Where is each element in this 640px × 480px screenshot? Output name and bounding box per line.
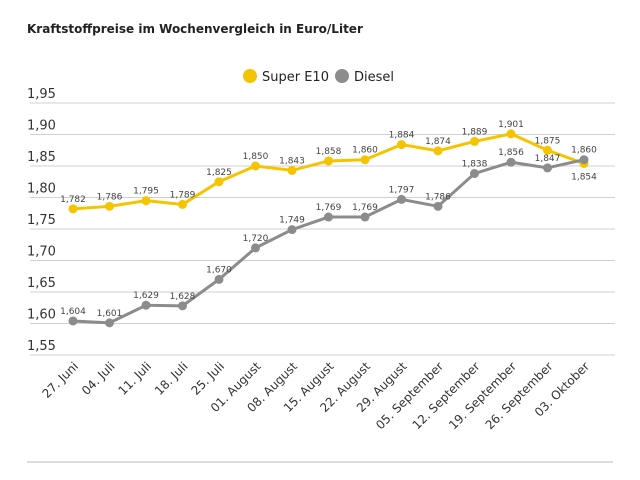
data-label: 1,670 — [206, 265, 232, 275]
data-label: 1,786 — [425, 192, 451, 202]
data-point — [251, 243, 260, 253]
data-label: 1,843 — [279, 156, 305, 166]
data-point — [287, 225, 297, 235]
y-tick-label: 1,70 — [27, 245, 56, 260]
data-label: 1,856 — [498, 148, 524, 158]
legend-marker — [243, 69, 257, 83]
data-point — [433, 146, 443, 156]
data-point — [178, 199, 187, 209]
data-point — [68, 204, 78, 214]
data-label: 1,720 — [243, 234, 269, 244]
data-label: 1,874 — [425, 137, 451, 147]
data-point — [360, 212, 370, 222]
data-label: 1,601 — [97, 309, 123, 319]
data-point — [214, 177, 224, 187]
data-label: 1,769 — [316, 203, 342, 213]
data-point — [433, 201, 443, 211]
data-point — [470, 136, 479, 146]
data-label: 1,782 — [60, 195, 86, 205]
data-label: 1,901 — [498, 120, 524, 130]
data-point — [360, 155, 370, 165]
x-tick-label: 18. Juli — [152, 359, 191, 398]
data-label: 1,825 — [206, 168, 232, 178]
data-label: 1,628 — [170, 292, 196, 302]
data-label: 1,604 — [60, 307, 86, 317]
data-point — [141, 300, 151, 310]
data-label: 1,884 — [389, 131, 415, 141]
y-tick-label: 1,75 — [27, 213, 56, 228]
legend-label: Super E10 — [262, 70, 329, 85]
data-point — [506, 129, 516, 139]
data-point — [141, 196, 151, 206]
data-label: 1,629 — [133, 291, 159, 301]
x-tick-label: 27. Juni — [39, 359, 81, 401]
data-label: 1,850 — [243, 152, 269, 162]
y-tick-label: 1,65 — [27, 276, 56, 291]
data-point — [105, 201, 114, 211]
data-label: 1,797 — [389, 185, 415, 195]
x-tick-label: 04. Juli — [79, 359, 118, 398]
y-tick-label: 1,55 — [27, 339, 56, 354]
legend-label: Diesel — [354, 70, 394, 85]
legend-marker — [335, 69, 349, 83]
data-label: 1,789 — [170, 190, 196, 200]
data-point — [178, 301, 187, 311]
data-point — [543, 163, 552, 173]
data-point — [287, 165, 297, 175]
data-point — [251, 161, 260, 171]
data-label: 1,749 — [279, 216, 305, 226]
data-label: 1,860 — [571, 146, 597, 156]
data-label: 1,889 — [462, 127, 488, 137]
data-point — [543, 145, 552, 155]
data-label: 1,795 — [133, 187, 159, 197]
data-label: 1,838 — [462, 160, 488, 170]
data-point — [506, 157, 516, 167]
data-point — [214, 274, 224, 284]
data-label: 1,847 — [535, 154, 561, 164]
y-tick-label: 1,90 — [27, 119, 56, 134]
y-tick-label: 1,80 — [27, 182, 56, 197]
data-label: 1,854 — [571, 172, 597, 182]
y-tick-label: 1,85 — [27, 150, 56, 165]
chart-title: Kraftstoffpreise im Wochenvergleich in E… — [27, 22, 363, 36]
data-label: 1,860 — [352, 146, 378, 156]
data-label: 1,786 — [97, 192, 123, 202]
data-point — [579, 155, 589, 165]
y-tick-label: 1,95 — [27, 87, 56, 102]
data-point — [324, 212, 333, 222]
data-label: 1,769 — [352, 203, 378, 213]
data-point — [397, 194, 406, 204]
x-tick-label: 11. Juli — [115, 359, 154, 398]
data-point — [324, 156, 333, 166]
data-label: 1,858 — [316, 147, 342, 157]
data-point — [105, 318, 114, 328]
data-point — [68, 316, 78, 326]
data-point — [397, 140, 406, 150]
data-label: 1,875 — [535, 136, 561, 146]
data-point — [470, 169, 479, 179]
y-tick-label: 1,60 — [27, 308, 56, 323]
